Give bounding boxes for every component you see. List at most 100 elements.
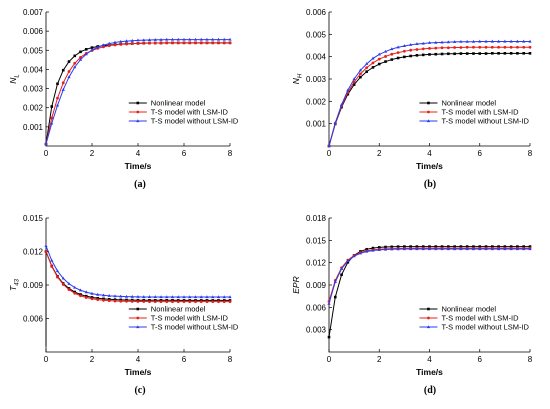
data-point — [228, 295, 232, 299]
y-tick-label: 0.012 — [23, 248, 44, 257]
data-point — [216, 37, 221, 41]
data-point — [50, 258, 54, 262]
data-point — [211, 41, 215, 45]
y-axis-label: NH — [291, 73, 304, 84]
data-point — [478, 247, 482, 251]
data-point — [346, 260, 350, 264]
data-point — [415, 42, 419, 46]
data-point — [503, 39, 507, 43]
data-point — [522, 247, 526, 251]
data-point — [346, 259, 350, 263]
data-point — [409, 247, 413, 251]
series-line — [45, 245, 230, 298]
data-point — [471, 39, 476, 43]
data-point — [124, 294, 129, 298]
data-point — [434, 245, 438, 248]
data-point — [377, 246, 381, 249]
data-point — [390, 52, 394, 56]
data-point — [228, 37, 232, 41]
data-point — [199, 41, 203, 45]
data-point — [383, 49, 388, 53]
x-tick-label: 6 — [182, 149, 187, 158]
data-point — [171, 300, 174, 304]
series-1 — [44, 250, 232, 347]
data-point — [61, 283, 65, 286]
legend-label: T-S model with LSM-ID — [151, 314, 229, 323]
legend-label: Nonlinear model — [441, 99, 496, 108]
data-point — [56, 82, 59, 86]
data-point — [496, 39, 501, 43]
data-point — [119, 294, 123, 298]
data-point — [459, 46, 463, 49]
data-point — [170, 37, 175, 41]
y-tick-label: 0.002 — [306, 97, 327, 106]
data-point — [136, 41, 140, 45]
data-point — [193, 295, 198, 299]
data-point — [409, 43, 413, 46]
data-point — [340, 273, 343, 277]
data-point — [199, 300, 203, 304]
data-point — [84, 48, 88, 51]
data-point — [515, 39, 520, 43]
data-point — [409, 54, 412, 58]
data-point — [453, 52, 456, 56]
data-point — [199, 295, 203, 299]
series-line — [45, 251, 230, 347]
legend-label: T-S model with LSM-ID — [441, 108, 519, 117]
data-point — [490, 45, 494, 49]
data-point — [434, 247, 438, 251]
y-tick-label: 0.005 — [306, 30, 327, 39]
data-point — [465, 45, 469, 49]
y-tick-label: 0.015 — [23, 214, 44, 223]
data-point — [205, 37, 209, 41]
data-point — [434, 52, 438, 56]
legend-marker — [427, 307, 430, 311]
data-point — [188, 37, 192, 41]
data-point — [509, 245, 513, 248]
data-point — [522, 245, 526, 248]
data-point — [96, 45, 100, 49]
data-point — [515, 247, 520, 251]
x-axis-label: Time/s — [125, 161, 152, 171]
axes-frame — [328, 218, 530, 353]
data-point — [447, 52, 450, 56]
data-point — [365, 249, 369, 253]
data-point — [528, 52, 532, 55]
data-point — [90, 48, 94, 52]
data-point — [428, 53, 431, 56]
data-point — [102, 298, 105, 302]
data-point — [358, 251, 363, 255]
series-line — [328, 248, 530, 304]
data-point — [176, 37, 180, 41]
y-tick-label: 0.006 — [306, 8, 327, 17]
data-point — [61, 68, 65, 72]
y-axis-label: T43 — [8, 278, 21, 291]
data-point — [73, 65, 77, 69]
data-point — [165, 41, 169, 45]
data-point — [113, 43, 117, 47]
y-axis-label: NL — [8, 74, 21, 83]
y-tick-label: 0.002 — [23, 104, 44, 113]
legend-label: T-S model without LSM-ID — [441, 117, 529, 126]
legend-marker — [136, 307, 140, 311]
y-tick-label: 0.004 — [23, 65, 44, 74]
data-point — [44, 142, 48, 146]
y-tick-label: 0.006 — [23, 27, 44, 36]
y-axis-label-text: T43 — [8, 278, 21, 291]
data-point — [205, 300, 209, 304]
x-tick-label: 8 — [528, 355, 533, 364]
data-point — [153, 37, 157, 41]
data-point — [55, 103, 60, 107]
data-point — [96, 298, 100, 302]
data-point — [176, 41, 180, 45]
data-point — [403, 245, 406, 248]
data-point — [217, 300, 220, 304]
data-point — [346, 92, 350, 96]
panel-caption: (b) — [424, 179, 436, 190]
x-tick-label: 2 — [377, 355, 382, 364]
data-point — [188, 300, 192, 304]
data-point — [148, 300, 151, 304]
data-point — [50, 121, 54, 125]
